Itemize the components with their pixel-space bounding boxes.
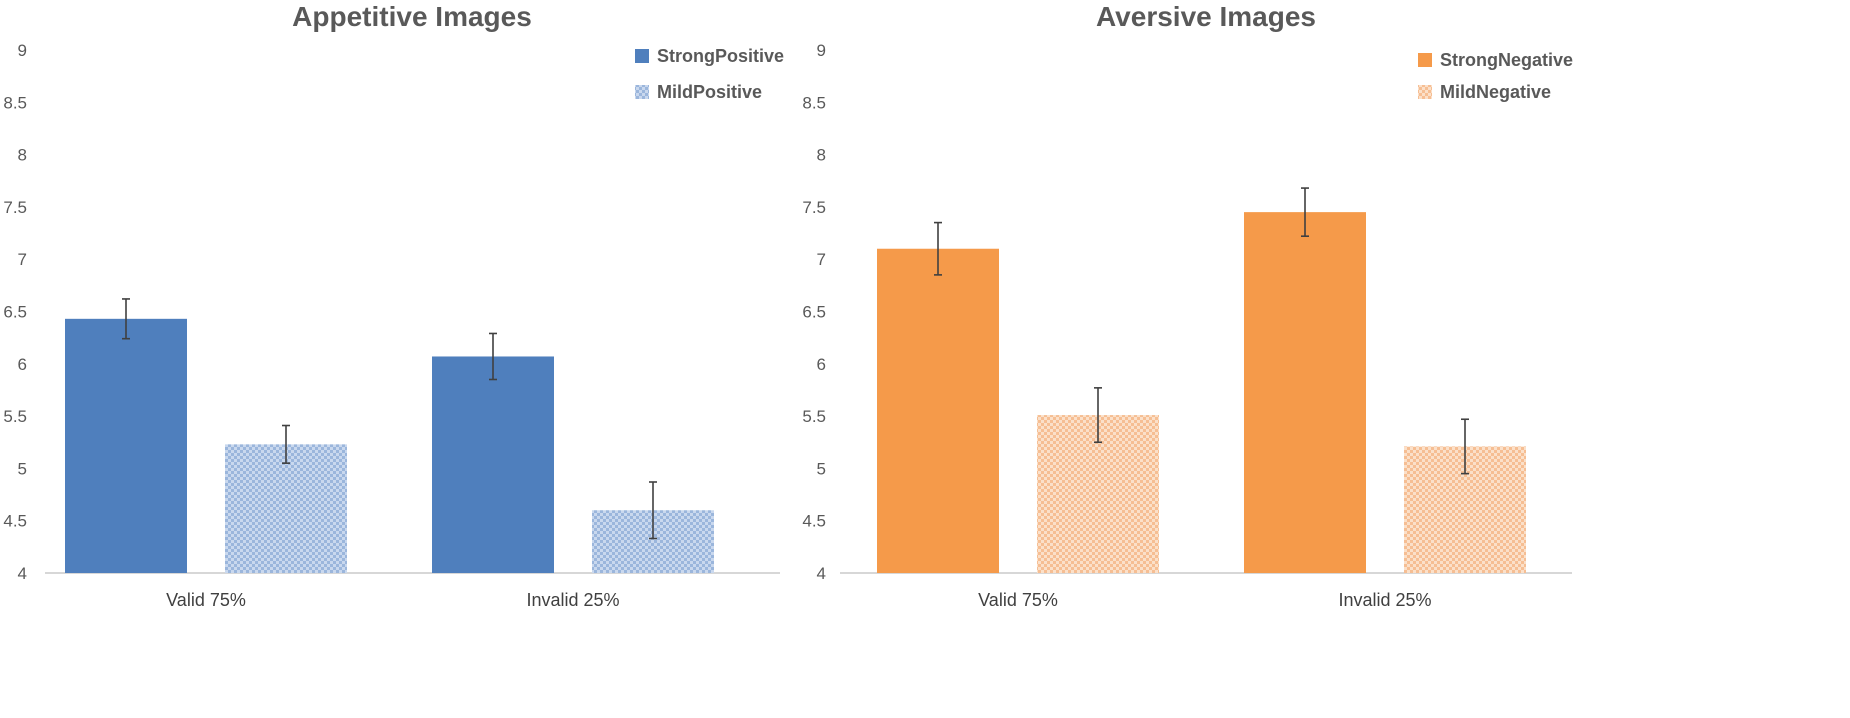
y-tick-label: 7.5 <box>802 198 826 217</box>
bar-strongnegative-invalid <box>1244 212 1366 573</box>
appetitive-chart: Appetitive Images 44.555.566.577.588.59 … <box>3 1 784 610</box>
error-bar <box>1461 418 1469 475</box>
y-tick-label: 6 <box>817 355 826 374</box>
legend-swatch <box>1418 85 1432 99</box>
bar-strongpositive-invalid <box>432 356 554 573</box>
error-bars <box>934 187 1469 475</box>
legend-swatch <box>635 49 649 63</box>
y-axis: 4 4.5 5 5.5 6 6.5 7 7.5 8 8.5 9 <box>3 41 27 583</box>
y-tick-label: 8.5 <box>802 93 826 112</box>
legend-label: StrongNegative <box>1440 50 1573 70</box>
y-tick-label: 4.5 <box>802 512 826 531</box>
legend-item-mildnegative: MildNegative <box>1418 82 1551 102</box>
chart-title: Aversive Images <box>1096 1 1316 32</box>
bars <box>65 318 714 573</box>
y-tick-label: 5 <box>18 459 27 478</box>
legend-label: MildPositive <box>657 82 762 102</box>
error-bars <box>122 298 657 540</box>
y-tick-label: 9 <box>18 41 27 60</box>
x-tick-label: Valid 75% <box>978 590 1058 610</box>
chart-title: Appetitive Images <box>292 1 532 32</box>
x-axis: Valid 75% Invalid 25% <box>166 590 619 610</box>
legend-item-mildpositive: MildPositive <box>635 82 762 102</box>
y-tick-label: 8 <box>18 146 27 165</box>
legend-label: MildNegative <box>1440 82 1551 102</box>
legend-item-strongpositive: StrongPositive <box>635 46 784 66</box>
legend-label: StrongPositive <box>657 46 784 66</box>
error-bar <box>934 221 942 276</box>
legend-swatch <box>635 85 649 99</box>
legend: StrongPositive MildPositive <box>635 46 784 102</box>
y-tick-label: 4.5 <box>3 512 27 531</box>
bar-mildpositive-valid <box>225 444 347 573</box>
legend-item-strongnegative: StrongNegative <box>1418 50 1573 70</box>
bar-strongpositive-valid <box>65 318 187 573</box>
y-tick-label: 7.5 <box>3 198 27 217</box>
bar-strongnegative-valid <box>877 248 999 574</box>
error-bar <box>122 298 130 340</box>
y-tick-label: 6 <box>18 355 27 374</box>
y-axis: 4 4.5 5 5.5 6 6.5 7 7.5 8 8.5 9 <box>802 41 826 583</box>
error-bar <box>489 332 497 381</box>
bars <box>877 212 1526 574</box>
y-tick-label: 5.5 <box>802 407 826 426</box>
y-tick-label: 7 <box>18 250 27 269</box>
aversive-chart: Aversive Images 4 4.5 5 5.5 6 6.5 7 7.5 8 8.5 9 Va… <box>802 1 1573 610</box>
y-tick-label: 9 <box>817 41 826 60</box>
error-bar <box>1094 387 1102 444</box>
legend-swatch <box>1418 53 1432 67</box>
y-tick-label: 8 <box>817 146 826 165</box>
x-tick-label: Invalid 25% <box>1338 590 1431 610</box>
x-tick-label: Valid 75% <box>166 590 246 610</box>
y-tick-label: 4 <box>817 564 826 583</box>
legend: StrongNegative MildNegative <box>1418 50 1573 102</box>
error-bar <box>649 481 657 540</box>
y-tick-label: 6.5 <box>3 303 27 322</box>
y-tick-label: 5 <box>817 459 826 478</box>
error-bar <box>282 424 290 464</box>
y-tick-label: 8.5 <box>3 93 27 112</box>
x-axis: Valid 75% Invalid 25% <box>978 590 1431 610</box>
y-tick-label: 6.5 <box>802 303 826 322</box>
x-tick-label: Invalid 25% <box>526 590 619 610</box>
error-bar <box>1301 187 1309 237</box>
y-tick-label: 5.5 <box>3 407 27 426</box>
y-tick-label: 4 <box>18 564 27 583</box>
y-tick-label: 7 <box>817 250 826 269</box>
